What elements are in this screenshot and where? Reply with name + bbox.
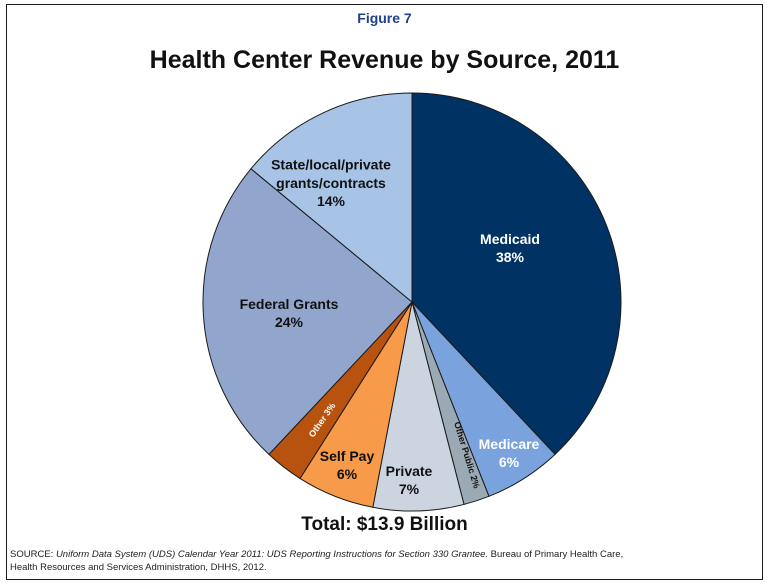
source-line2: Health Resources and Services Administra… [10, 562, 267, 573]
slice-label-self-pay: Self Pay 6% [320, 448, 375, 482]
chart-title: Health Center Revenue by Source, 2011 [149, 46, 620, 74]
source-note: SOURCE: Uniform Data System (UDS) Calend… [10, 548, 755, 574]
slice-label-federal-grants: Federal Grants 24% [240, 296, 339, 330]
pie-slice-medicaid [411, 92, 622, 456]
slice-label-medicare: Medicare 6% [479, 436, 540, 470]
source-rest: Bureau of Primary Health Care, [488, 549, 624, 560]
figure-label: Figure 7 [357, 10, 412, 26]
pie-slice-state-local-private-grants-contracts [250, 92, 413, 304]
total-label: Total: $13.9 Billion [301, 514, 468, 535]
figure-frame [6, 4, 763, 580]
slice-label-private: Private 7% [386, 463, 433, 497]
pie-slices [202, 92, 622, 512]
source-prefix: SOURCE: [10, 549, 56, 560]
pie-slice-federal-grants [202, 168, 413, 456]
slice-label-medicaid: Medicaid 38% [480, 231, 540, 265]
slice-label-state-local-private-grants-contracts: State/local/private grants/contracts 14% [271, 157, 391, 209]
source-title: Uniform Data System (UDS) Calendar Year … [55, 549, 489, 560]
